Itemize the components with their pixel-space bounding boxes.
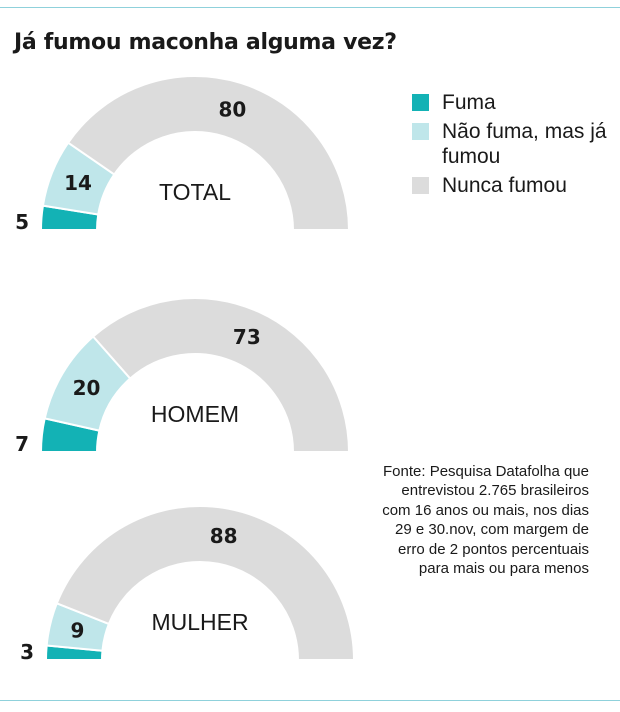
group-label-total: TOTAL bbox=[159, 179, 231, 205]
value-label-mulher-nunca-fumou: 88 bbox=[210, 524, 238, 548]
legend-item-nao-fuma: Não fuma, mas já fumou bbox=[412, 119, 610, 169]
legend-swatch-nunca-fumou bbox=[412, 177, 429, 194]
legend-label-nunca-fumou: Nunca fumou bbox=[442, 174, 567, 197]
legend-item-nunca-fumou: Nunca fumou bbox=[412, 173, 610, 198]
legend-label-nao-fuma: Não fuma, mas já fumou bbox=[442, 120, 607, 168]
value-label-total-nao-fuma: 14 bbox=[64, 171, 92, 195]
slice-mulher-nunca-fumou bbox=[55, 505, 356, 661]
donut-total: 5 14 80 TOTAL bbox=[15, 75, 351, 234]
donut-mulher: 3 9 88 MULHER bbox=[20, 505, 356, 664]
bottom-rule bbox=[0, 700, 620, 701]
legend: Fuma Não fuma, mas já fumou Nunca fumou bbox=[412, 90, 610, 202]
legend-label-fuma: Fuma bbox=[442, 91, 496, 114]
chart-title: Já fumou maconha alguma vez? bbox=[14, 30, 397, 55]
value-label-total-fuma: 5 bbox=[15, 210, 29, 234]
top-rule bbox=[0, 7, 620, 8]
value-label-homem-nunca-fumou: 73 bbox=[233, 325, 261, 349]
source-note: Fonte: Pesquisa Datafolha que entrevisto… bbox=[382, 463, 589, 578]
value-label-mulher-fuma: 3 bbox=[20, 640, 34, 664]
group-label-mulher: MULHER bbox=[151, 609, 248, 635]
legend-swatch-nao-fuma bbox=[412, 123, 429, 140]
donut-homem: 7 20 73 HOMEM bbox=[15, 297, 351, 456]
legend-swatch-fuma bbox=[412, 94, 429, 111]
slice-homem-nunca-fumou bbox=[91, 297, 351, 453]
value-label-homem-nao-fuma: 20 bbox=[73, 376, 101, 400]
value-label-homem-fuma: 7 bbox=[15, 432, 29, 456]
value-label-mulher-nao-fuma: 9 bbox=[71, 619, 85, 643]
legend-item-fuma: Fuma bbox=[412, 90, 610, 115]
slice-total-nunca-fumou bbox=[66, 75, 351, 231]
group-label-homem: HOMEM bbox=[151, 401, 239, 427]
value-label-total-nunca-fumou: 80 bbox=[218, 98, 246, 122]
